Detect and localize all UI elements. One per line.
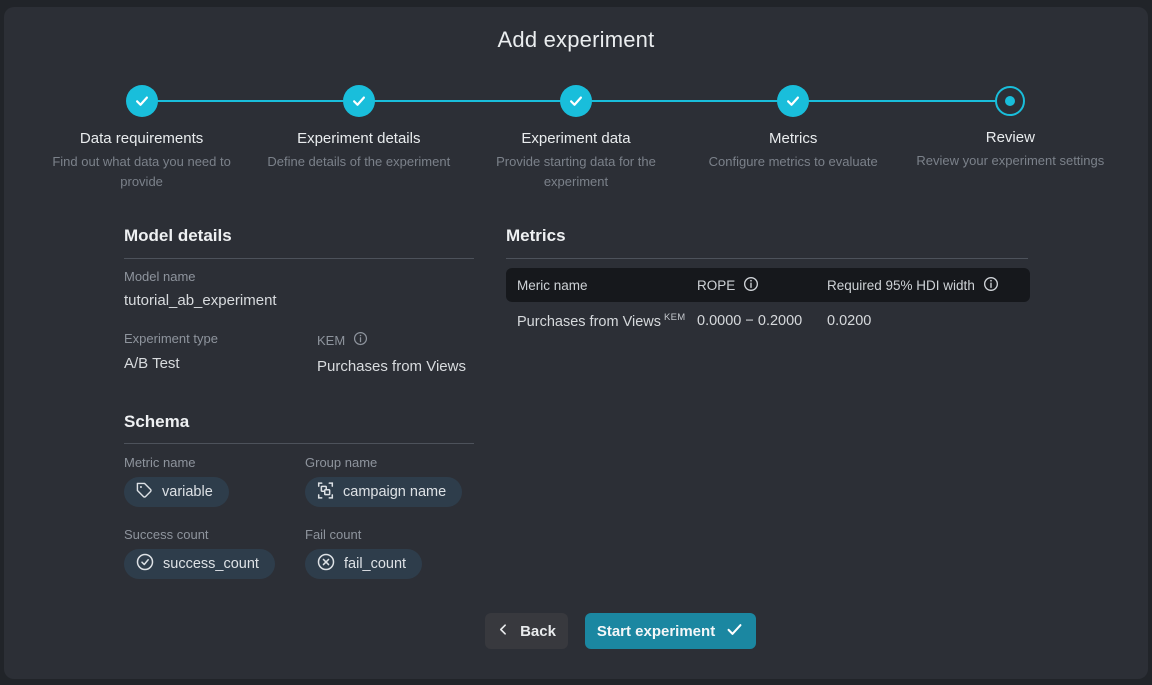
- kem-label: KEM: [317, 332, 346, 348]
- chip-label: success_count: [163, 556, 259, 572]
- metric-name-cell: Purchases from Views KEM: [517, 312, 686, 330]
- dialog-footer: Back Start experiment: [485, 613, 756, 649]
- model-details-divider: [124, 258, 474, 259]
- model-name-value: tutorial_ab_experiment: [124, 292, 277, 309]
- step-complete-check-icon: [125, 85, 158, 117]
- kem-superscript: KEM: [663, 312, 686, 324]
- group-icon: [317, 481, 334, 503]
- success-count-label: Success count: [124, 527, 209, 542]
- metrics-table: Meric name ROPE Required 95% HDI width P…: [506, 268, 1030, 340]
- step-description: Configure metrics to evaluate: [708, 154, 878, 169]
- required-hdi-width-cell: 0.0200: [827, 313, 872, 329]
- step-description: Provide starting data for the experiment: [496, 154, 656, 189]
- info-icon[interactable]: [353, 331, 368, 349]
- step-complete-check-icon: [777, 85, 810, 117]
- schema-heading: Schema: [124, 412, 190, 431]
- kem-value: Purchases from Views: [317, 358, 466, 375]
- stepper-step-metrics[interactable]: Metrics Configure metrics to evaluate: [685, 85, 902, 191]
- step-description: Define details of the experiment: [267, 154, 451, 169]
- stepper-step-experiment-data[interactable]: Experiment data Provide starting data fo…: [467, 85, 684, 191]
- chip-label: campaign name: [343, 484, 447, 500]
- chevron-left-icon: [497, 623, 510, 640]
- field-model-name: Model name tutorial_ab_experiment: [124, 269, 277, 309]
- step-label: Experiment data: [521, 130, 631, 147]
- back-button[interactable]: Back: [485, 613, 568, 649]
- x-circle-icon: [317, 553, 335, 575]
- metrics-table-row: Purchases from Views KEM 0.0000 − 0.2000 …: [506, 302, 1030, 340]
- column-header-required-hdi-width: Required 95% HDI width: [827, 276, 1030, 295]
- schema-divider: [124, 443, 474, 444]
- chip-label: variable: [162, 484, 213, 500]
- model-details-heading: Model details: [124, 226, 232, 245]
- step-label: Metrics: [768, 130, 818, 147]
- info-icon[interactable]: [743, 276, 759, 295]
- metric-name-label: Metric name: [124, 455, 196, 470]
- stepper-step-experiment-details[interactable]: Experiment details Define details of the…: [250, 85, 467, 191]
- step-current-dot-icon: [995, 86, 1026, 116]
- step-label: Data requirements: [79, 130, 204, 147]
- tag-icon: [136, 482, 153, 503]
- success-count-chip: success_count: [124, 549, 275, 579]
- chip-label: fail_count: [344, 556, 407, 572]
- group-name-label: Group name: [305, 455, 378, 470]
- step-label: Experiment details: [297, 130, 421, 147]
- rope-cell: 0.0000 − 0.2000: [697, 313, 803, 329]
- stepper: Data requirements Find out what data you…: [33, 85, 1119, 191]
- field-experiment-type: Experiment type A/B Test: [124, 331, 218, 372]
- metrics-heading: Metrics: [506, 226, 566, 245]
- fail-count-chip: fail_count: [305, 549, 423, 579]
- start-experiment-button[interactable]: Start experiment: [585, 613, 756, 649]
- field-metric-name: Metric name variable: [124, 455, 229, 507]
- group-name-chip: campaign name: [305, 477, 463, 507]
- model-name-label: Model name: [124, 269, 196, 284]
- step-complete-check-icon: [559, 85, 592, 117]
- metric-name-chip: variable: [124, 477, 229, 507]
- stepper-step-data-requirements[interactable]: Data requirements Find out what data you…: [33, 85, 250, 191]
- experiment-type-value: A/B Test: [124, 355, 180, 372]
- metrics-divider: [506, 258, 1028, 259]
- step-label: Review: [985, 129, 1035, 146]
- fail-count-label: Fail count: [305, 527, 362, 542]
- experiment-type-label: Experiment type: [124, 331, 218, 346]
- column-header-metric-name: Meric name: [517, 277, 588, 293]
- stepper-step-review[interactable]: Review Review your experiment settings: [902, 85, 1119, 191]
- check-icon: [725, 620, 744, 643]
- field-fail-count: Fail count fail_count: [305, 527, 423, 579]
- step-description: Find out what data you need to provide: [52, 154, 231, 189]
- column-header-rope: ROPE: [697, 276, 827, 295]
- metrics-table-header: Meric name ROPE Required 95% HDI width: [506, 268, 1030, 302]
- field-group-name: Group name campaign name: [305, 455, 463, 507]
- field-success-count: Success count success_count: [124, 527, 275, 579]
- step-complete-check-icon: [342, 85, 375, 117]
- step-description: Review your experiment settings: [916, 153, 1105, 168]
- add-experiment-dialog: Add experiment Data requirements Find ou…: [4, 7, 1148, 679]
- field-kem: KEM Purchases from Views: [317, 331, 466, 375]
- info-icon[interactable]: [983, 276, 999, 295]
- check-circle-icon: [136, 553, 154, 575]
- dialog-title: Add experiment: [497, 27, 655, 52]
